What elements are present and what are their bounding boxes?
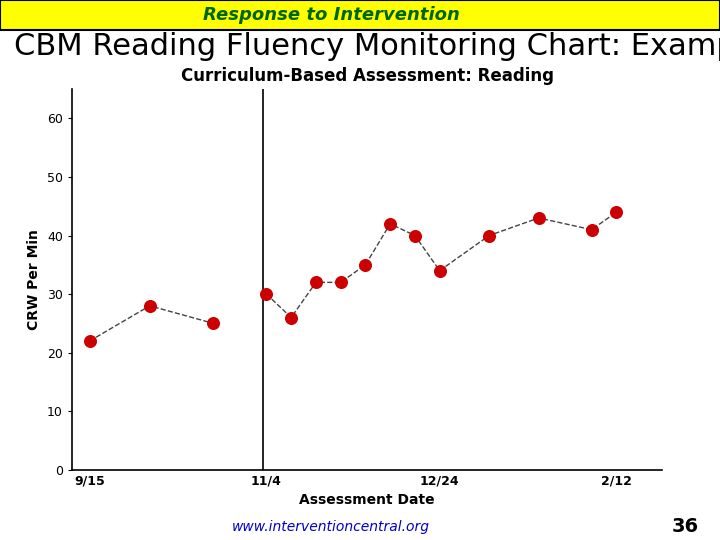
Point [360, 260, 372, 269]
Point [384, 219, 396, 228]
Point [483, 231, 495, 240]
Point [335, 278, 346, 287]
Y-axis label: CRW Per Min: CRW Per Min [27, 229, 42, 330]
Text: 36: 36 [671, 517, 698, 536]
Text: CBM Reading Fluency Monitoring Chart: Example: CBM Reading Fluency Monitoring Chart: Ex… [14, 32, 720, 62]
Point [434, 266, 446, 275]
Point [409, 231, 420, 240]
Point [611, 208, 622, 217]
Point [84, 336, 96, 345]
Text: Response to Intervention: Response to Intervention [203, 6, 459, 24]
Point [285, 313, 297, 322]
Point [144, 301, 156, 310]
Title: Curriculum-Based Assessment: Reading: Curriculum-Based Assessment: Reading [181, 67, 554, 85]
Text: www.interventioncentral.org: www.interventioncentral.org [232, 519, 431, 534]
X-axis label: Assessment Date: Assessment Date [300, 493, 435, 507]
FancyBboxPatch shape [0, 0, 720, 30]
Point [261, 290, 272, 299]
Point [533, 214, 544, 222]
Point [207, 319, 219, 328]
Point [586, 225, 598, 234]
Point [310, 278, 322, 287]
